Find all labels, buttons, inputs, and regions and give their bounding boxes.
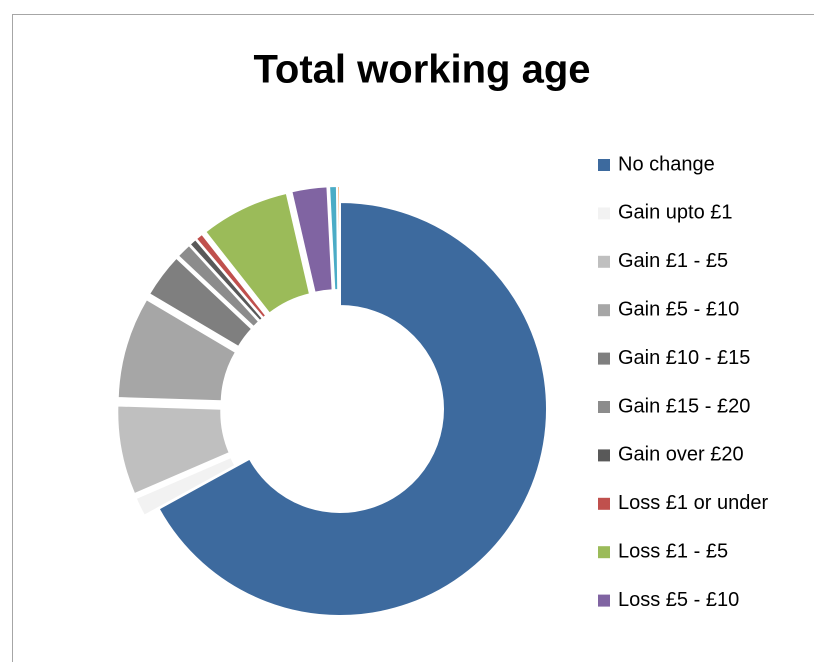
doughnut-slice [134,455,237,518]
legend-label: Gain £1 - £5 [618,250,728,272]
legend-label: Loss £1 - £5 [618,540,728,562]
legend-label: Gain £5 - £10 [618,298,739,320]
doughnut-slice [116,404,232,496]
legend-label: Gain over £20 [618,444,744,466]
legend-label: Loss £5 - £10 [618,589,739,611]
legend-swatch [598,401,610,413]
legend-swatch [598,449,610,462]
legend-swatch [598,546,610,559]
doughnut-slice [290,185,334,294]
doughnut-slice [116,297,238,403]
legend-swatch [598,497,610,510]
doughnut-slice [203,191,312,315]
doughnut-slice [336,184,341,292]
doughnut-slice [147,256,254,349]
chart-title: Total working age [253,48,590,92]
legend-label: Gain £10 - £15 [618,347,750,369]
legend-swatch [598,304,610,317]
legend-label: Gain upto £1 [618,202,733,224]
legend-swatch [598,352,610,365]
legend-label: Loss £1 or under [618,492,768,514]
legend-swatch [598,255,610,268]
legend-swatch [598,159,610,171]
legend-swatch [598,594,610,607]
doughnut-slice [194,232,268,320]
legend-label: No change [618,153,715,175]
doughnut-slice [157,200,548,617]
legend-swatch [598,207,610,220]
legend-label: Gain £15 - £20 [618,395,750,417]
